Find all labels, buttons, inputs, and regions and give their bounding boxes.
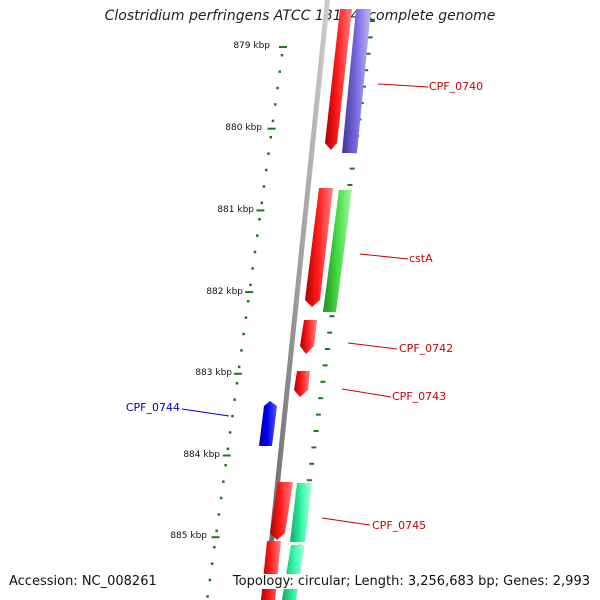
- tick-dot: [269, 136, 272, 139]
- tick-dot: [370, 20, 375, 22]
- tick-dot: [228, 431, 232, 434]
- tick-dot: [347, 184, 353, 186]
- major-tick-879: [278, 46, 287, 48]
- tick-dot: [219, 496, 223, 500]
- tick-dot: [246, 300, 250, 303]
- cog-bar-teal-2: [282, 545, 305, 600]
- tick-dot: [222, 480, 225, 483]
- tick-dot: [367, 36, 373, 39]
- tick-dot: [315, 413, 321, 416]
- tick-marks: [211, 46, 287, 539]
- tick-dot: [271, 119, 275, 123]
- tick-label-882: 882 kbp: [206, 287, 243, 297]
- tick-dot: [274, 103, 277, 106]
- leader-cpf0742: [347, 342, 398, 350]
- tick-label-879: 879 kbp: [233, 41, 270, 51]
- tick-dot: [206, 595, 209, 598]
- accession-text: Accession: NC_008261: [7, 574, 159, 589]
- cog-bar-purple: [342, 9, 371, 153]
- major-tick-880: [267, 127, 276, 130]
- tick-label-880: 880 kbp: [225, 123, 262, 133]
- tick-dot: [231, 414, 234, 418]
- tick-dot: [306, 479, 312, 482]
- leader-cpf0745: [321, 517, 371, 526]
- gene-arrow-cpf0745[interactable]: [270, 482, 293, 540]
- major-tick-882: [245, 291, 254, 294]
- tick-dot: [260, 201, 263, 205]
- tick-dot: [242, 332, 245, 336]
- tick-dot: [311, 446, 317, 449]
- tick-dot: [324, 348, 330, 350]
- tick-dot: [318, 397, 324, 400]
- tick-dot: [249, 283, 252, 287]
- cog-bar-green: [323, 190, 352, 312]
- tick-dot: [244, 316, 248, 319]
- tick-dot: [237, 365, 241, 369]
- tick-dot: [256, 234, 259, 237]
- backbone: [263, 0, 330, 600]
- major-tick-884: [222, 454, 231, 457]
- cog-bar-teal-1: [290, 483, 312, 542]
- tick-dot: [258, 218, 261, 221]
- gene-label-cpf0740[interactable]: CPF_0740: [429, 80, 483, 93]
- gene-arrow-cpf0743[interactable]: [294, 371, 310, 397]
- tick-dot: [363, 69, 369, 72]
- tick-dot: [262, 185, 266, 188]
- tick-dot: [208, 578, 212, 582]
- gene-label-cpf0742[interactable]: CPF_0742: [399, 342, 453, 355]
- gene-arrow-cpf0746[interactable]: [261, 541, 281, 600]
- tick-dot: [265, 168, 268, 172]
- tick-label-883: 883 kbp: [195, 368, 232, 378]
- tick-dot: [240, 349, 243, 352]
- tick-dot: [365, 52, 371, 55]
- gene-label-cpf0745[interactable]: CPF_0745: [372, 519, 426, 532]
- tick-dot: [327, 331, 333, 334]
- tick-dot: [280, 54, 284, 57]
- tick-dot: [322, 364, 328, 367]
- gene-arrow-cpf0740[interactable]: [325, 9, 352, 150]
- leader-cpf0740: [377, 83, 429, 88]
- tick-dot: [224, 464, 227, 467]
- tick-dot: [226, 447, 230, 451]
- tick-dot: [210, 562, 214, 565]
- major-tick-883: [233, 372, 242, 375]
- leader-csta: [359, 253, 409, 260]
- tick-dot: [251, 267, 254, 270]
- tick-dot: [361, 85, 366, 88]
- tick-label-884: 884 kbp: [183, 450, 220, 460]
- gene-label-csta[interactable]: cstA: [409, 252, 433, 265]
- tick-label-881: 881 kbp: [217, 205, 254, 215]
- tick-dot: [253, 250, 257, 254]
- major-tick-881: [256, 209, 265, 212]
- tick-dot: [267, 152, 270, 155]
- tick-dot: [329, 315, 335, 318]
- tick-dot: [215, 529, 218, 533]
- tick-dot: [235, 382, 239, 385]
- tick-dot: [217, 513, 221, 516]
- tick-label-885: 885 kbp: [170, 531, 207, 541]
- leader-cpf0744: [181, 408, 230, 417]
- gene-label-cpf0743[interactable]: CPF_0743: [392, 390, 446, 403]
- tick-dot: [349, 167, 355, 170]
- gene-arrow-csta[interactable]: [305, 188, 333, 307]
- tick-dot: [233, 398, 236, 401]
- gene-label-cpf0744[interactable]: CPF_0744: [126, 401, 180, 414]
- tick-dot: [320, 380, 326, 383]
- gene-arrow-cpf0744[interactable]: [259, 401, 277, 446]
- major-tick-885: [211, 536, 220, 539]
- gene-arrow-cpf0742[interactable]: [300, 320, 317, 354]
- tick-dot: [278, 70, 281, 73]
- leader-cpf0743: [341, 388, 392, 398]
- topology-text: Topology: circular; Length: 3,256,683 bp…: [230, 574, 592, 589]
- tick-dot: [276, 86, 279, 90]
- tick-dot: [313, 430, 319, 432]
- tick-dot: [309, 462, 315, 465]
- map-title: Clostridium perfringens ATCC 13124, comp…: [104, 8, 496, 24]
- tick-dot: [213, 546, 216, 549]
